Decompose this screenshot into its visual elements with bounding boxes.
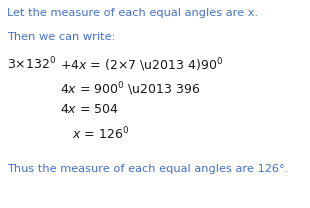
Text: Let the measure of each equal angles are x.: Let the measure of each equal angles are… (7, 8, 258, 18)
Text: 4$x$ = 504: 4$x$ = 504 (60, 103, 119, 116)
Text: 3$\times$132$^0$: 3$\times$132$^0$ (7, 56, 56, 73)
Text: 4$x$ = 900$^0$ \u2013 396: 4$x$ = 900$^0$ \u2013 396 (60, 80, 201, 98)
Text: $x$ = 126$^0$: $x$ = 126$^0$ (72, 126, 129, 143)
Text: +4$x$ = (2$\times$7 \u2013 4)90$^0$: +4$x$ = (2$\times$7 \u2013 4)90$^0$ (60, 56, 223, 74)
Text: Thus the measure of each equal angles are 126°.: Thus the measure of each equal angles ar… (7, 164, 288, 174)
Text: Then we can write:: Then we can write: (7, 32, 116, 42)
